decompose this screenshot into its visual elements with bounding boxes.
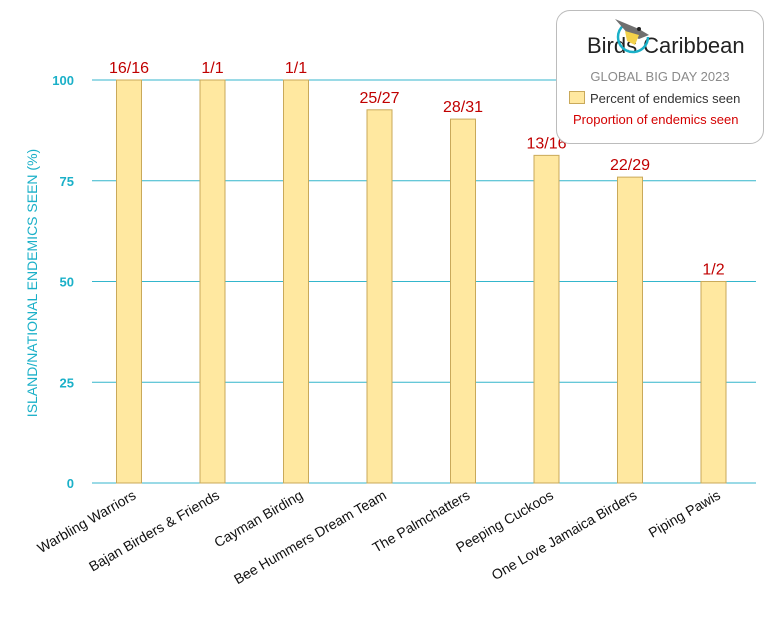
legend-swatch <box>569 91 585 104</box>
legend-item-proportion: Proportion of endemics seen <box>573 112 739 127</box>
y-tick-label: 50 <box>60 275 74 290</box>
logo-text-right: Caribbean <box>643 33 745 58</box>
legend-item-percent: Percent of endemics seen <box>569 91 740 106</box>
bar <box>533 154 560 484</box>
y-tick-label: 75 <box>60 174 74 189</box>
x-tick-label: Bee Hummers Dream Team <box>231 487 389 587</box>
legend: Birds Caribbean GLOBAL BIG DAY 2023 Perce… <box>556 10 764 144</box>
y-tick-label: 0 <box>67 476 74 491</box>
x-tick-label: Piping Pawis <box>646 487 723 541</box>
birdscaribbean-logo: Birds Caribbean <box>587 33 745 59</box>
data-label: 28/31 <box>443 99 483 116</box>
y-tick-label: 100 <box>52 73 74 88</box>
bird-logo-icon <box>615 19 650 54</box>
bar <box>366 109 393 484</box>
legend-item-percent-label: Percent of endemics seen <box>590 91 741 106</box>
data-label: 1/1 <box>285 60 307 77</box>
y-tick-label: 25 <box>60 375 74 390</box>
bar <box>199 79 226 484</box>
y-axis-label: ISLAND/NATIONAL ENDEMICS SEEN (%) <box>24 149 40 417</box>
data-label: 16/16 <box>109 60 149 77</box>
data-labels: 16/16 1/1 1/1 25/27 28/31 13/16 22/29 1/2 <box>109 60 725 279</box>
x-tick-label: One Love Jamaica Birders <box>489 487 640 583</box>
bar <box>617 176 643 484</box>
bar <box>116 79 142 484</box>
data-label: 22/29 <box>610 157 650 174</box>
bar <box>700 281 727 484</box>
data-label: 13/16 <box>526 135 566 152</box>
data-label: 1/1 <box>201 60 223 77</box>
y-tick-labels: 0 25 50 75 100 <box>52 73 74 491</box>
data-label: 1/2 <box>702 262 724 279</box>
bars <box>116 79 727 484</box>
legend-subtitle: GLOBAL BIG DAY 2023 <box>590 69 730 84</box>
bar <box>283 79 309 484</box>
bar <box>450 118 476 484</box>
data-label: 25/27 <box>359 90 399 107</box>
